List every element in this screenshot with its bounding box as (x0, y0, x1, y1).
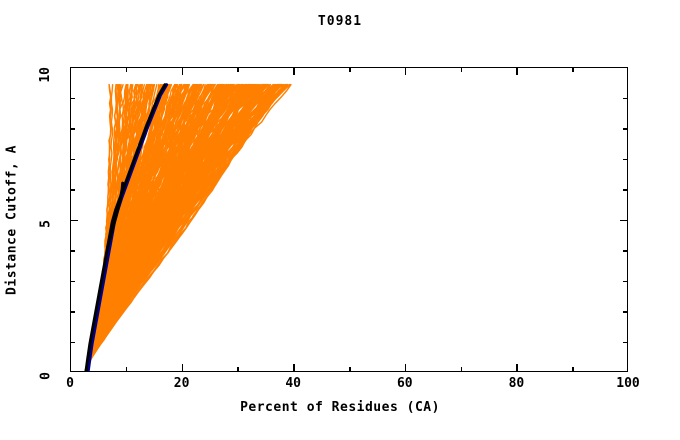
x-tick-80 (516, 364, 518, 372)
x-tick-label-0: 0 (66, 376, 74, 391)
x-tick-10 (125, 367, 128, 372)
y-tick-2 (70, 311, 75, 313)
y-tick-3 (70, 280, 75, 282)
x-axis-title: Percent of Residues (CA) (240, 400, 440, 415)
ensemble-curve (86, 85, 282, 371)
y-tick-label-0: 0 (38, 372, 54, 380)
y-tick-right-4 (623, 250, 628, 252)
y-tick-1 (70, 341, 75, 343)
x-tick-label-60: 60 (396, 376, 413, 391)
x-tick-top-30 (237, 67, 239, 72)
x-tick-50 (349, 367, 351, 372)
y-tick-right-1 (623, 341, 628, 343)
x-tick-label-100: 100 (616, 376, 640, 391)
y-tick-right-7 (623, 158, 628, 160)
x-tick-top-10 (125, 67, 128, 72)
x-tick-top-60 (404, 67, 407, 75)
y-tick-label-5: 5 (38, 219, 54, 228)
ensemble-curves (85, 85, 291, 371)
page-title: T0981 (317, 14, 363, 29)
y-tick-6 (70, 189, 75, 191)
y-tick-label-10: 10 (38, 67, 54, 83)
x-tick-top-70 (460, 67, 463, 72)
x-tick-top-80 (516, 67, 518, 75)
reference-curve-black (86, 85, 165, 371)
y-tick-8 (70, 128, 75, 130)
y-tick-9 (70, 97, 75, 99)
ensemble-curve (85, 85, 284, 371)
y-tick-5 (70, 219, 78, 221)
plot-area (70, 67, 628, 372)
y-tick-right-9 (623, 97, 628, 99)
x-tick-label-80: 80 (508, 376, 525, 391)
x-tick-top-50 (349, 67, 351, 72)
x-tick-label-20: 20 (173, 376, 190, 391)
y-tick-right-3 (623, 280, 628, 282)
plot-canvas (71, 68, 627, 371)
x-tick-top-20 (181, 67, 184, 75)
y-tick-right-8 (623, 128, 628, 130)
y-tick-7 (70, 158, 75, 160)
ensemble-curve (85, 85, 289, 371)
x-tick-top-90 (572, 67, 574, 72)
y-axis-title: Distance Cutoff, A (4, 145, 20, 295)
y-tick-right-6 (623, 189, 628, 191)
x-tick-90 (572, 367, 574, 372)
x-tick-70 (460, 367, 463, 372)
reference-curve-black-branch (108, 183, 123, 247)
x-tick-label-40: 40 (285, 376, 302, 391)
ensemble-curve (85, 85, 286, 371)
x-tick-20 (181, 364, 184, 372)
x-tick-60 (404, 364, 407, 372)
y-tick-4 (70, 250, 75, 252)
x-tick-40 (293, 364, 295, 372)
y-tick-right-2 (623, 311, 628, 313)
x-tick-top-40 (293, 67, 295, 75)
ensemble-curve (86, 85, 288, 371)
y-tick-right-5 (620, 219, 628, 221)
x-tick-30 (237, 367, 239, 372)
